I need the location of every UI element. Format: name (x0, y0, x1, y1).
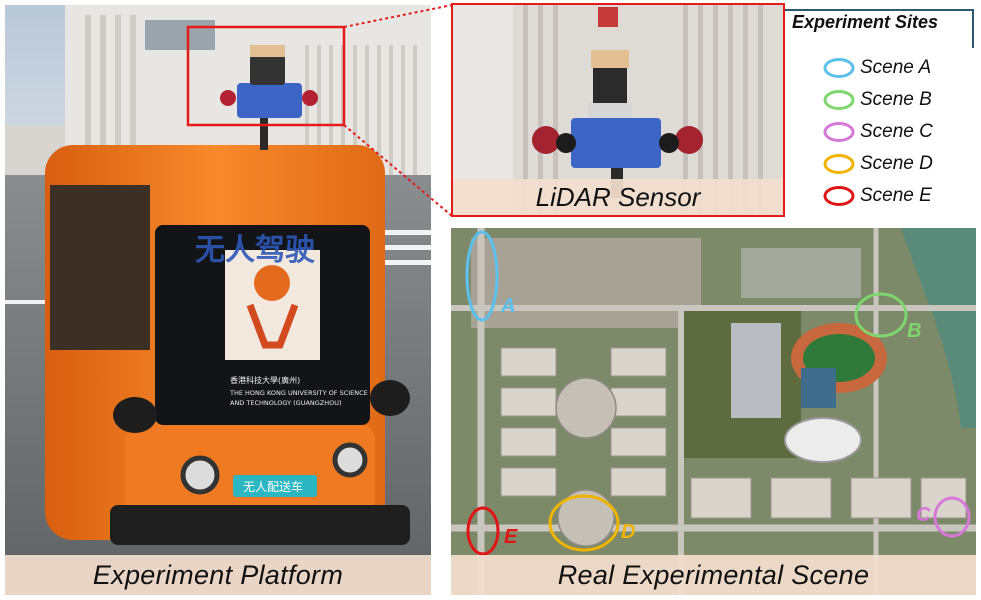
lidar-caption: LiDAR Sensor (453, 179, 783, 215)
legend-swatch-d (823, 154, 855, 174)
platform-photo-panel: 无人驾驶 香港科技大學(廣州) THE HONG KONG UNIVERSITY… (5, 5, 431, 595)
map-marker-label-c: C (916, 504, 931, 526)
lidar-photo-panel: LiDAR Sensor (451, 3, 785, 217)
legend-accent-line (785, 9, 974, 48)
map-marker-ellipse-e (466, 506, 500, 556)
legend-swatch-b (823, 90, 855, 110)
legend-label-e: Scene E (860, 185, 932, 206)
legend-item-scene-d: Scene D (822, 151, 933, 177)
map-marker-label-a: A (501, 295, 516, 317)
map-marker-label-b: B (907, 320, 922, 342)
map-marker-ellipse-b (854, 292, 908, 338)
legend-label-a: Scene A (860, 57, 932, 78)
satellite-map (451, 228, 976, 595)
legend-title: Experiment Sites (792, 12, 939, 32)
legend-label-d: Scene D (860, 153, 933, 174)
university-name-en-1: THE HONG KONG UNIVERSITY OF SCIENCE (229, 389, 368, 397)
scene-map-panel: A B C D E Real Experimental Scene (451, 228, 976, 595)
platform-caption: Experiment Platform (5, 555, 431, 595)
legend-swatch-c (823, 122, 855, 142)
scene-caption: Real Experimental Scene (451, 555, 976, 595)
legend-swatch-a (823, 58, 855, 78)
platform-photo: 无人驾驶 香港科技大學(廣州) THE HONG KONG UNIVERSITY… (5, 5, 431, 595)
map-marker-ellipse-c (933, 496, 971, 538)
legend-item-scene-e: Scene E (822, 183, 932, 209)
map-marker-ellipse-d (548, 494, 620, 552)
university-name-en-2: AND TECHNOLOGY (GUANGZHOU) (230, 399, 342, 407)
map-marker-label-d: D (621, 521, 636, 543)
legend-item-scene-b: Scene B (822, 87, 932, 113)
license-plate-text: 无人配送车 (243, 479, 303, 494)
vehicle-screen-text: 无人驾驶 (195, 233, 315, 268)
legend-label-c: Scene C (860, 121, 933, 142)
university-name-cn: 香港科技大學(廣州) (230, 375, 300, 385)
legend-swatch-e (823, 186, 855, 206)
legend-item-scene-a: Scene A (822, 55, 931, 81)
map-marker-ellipse-a (465, 230, 499, 322)
map-marker-label-e: E (504, 526, 518, 548)
legend-label-b: Scene B (860, 89, 932, 110)
legend-item-scene-c: Scene C (822, 119, 933, 145)
